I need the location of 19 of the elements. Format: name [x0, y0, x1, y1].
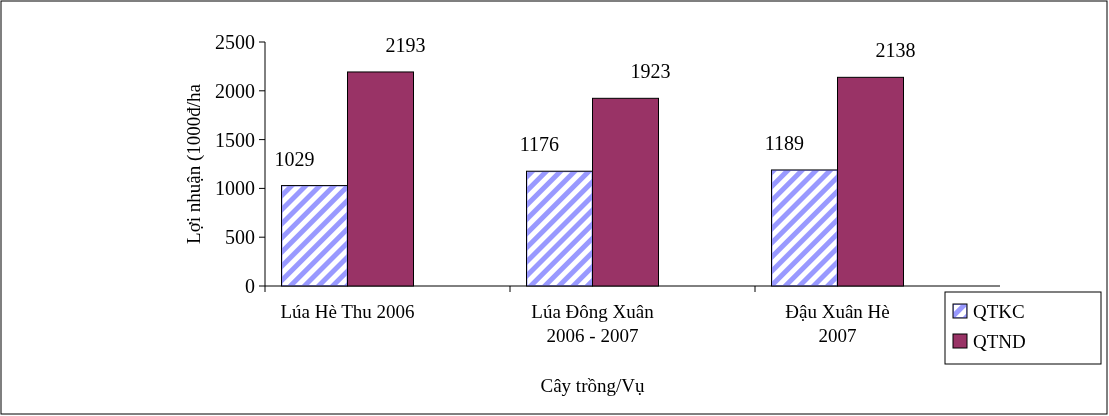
data-label: 2193	[385, 33, 426, 56]
y-tick-label: 2500	[215, 31, 255, 53]
x-tick-label: Lúa Đông Xuân 2006 - 2007	[531, 301, 655, 346]
y-axis-title: Lợi nhuận (1000đ/ha	[183, 83, 205, 244]
data-label: 1189	[764, 131, 805, 154]
data-label: 1029	[274, 147, 315, 170]
y-tick-label: 0	[245, 275, 255, 297]
y-tick-label: 1000	[215, 177, 255, 200]
data-label: 1923	[630, 60, 671, 83]
x-tick-label: Đậu Xuân Hè 2007	[785, 301, 890, 346]
data-label: 1176	[519, 133, 560, 156]
data-label: 2138	[875, 39, 916, 62]
x-axis-title: Cây trồng/Vụ	[540, 375, 645, 396]
y-tick-label: 500	[225, 226, 255, 249]
legend-label: QTND	[973, 330, 1026, 352]
y-tick-label: 2000	[215, 79, 255, 102]
x-tick-label: Lúa Hè Thu 2006	[280, 301, 415, 322]
y-tick-label: 1500	[215, 128, 255, 151]
legend-label: QTKC	[973, 300, 1025, 322]
